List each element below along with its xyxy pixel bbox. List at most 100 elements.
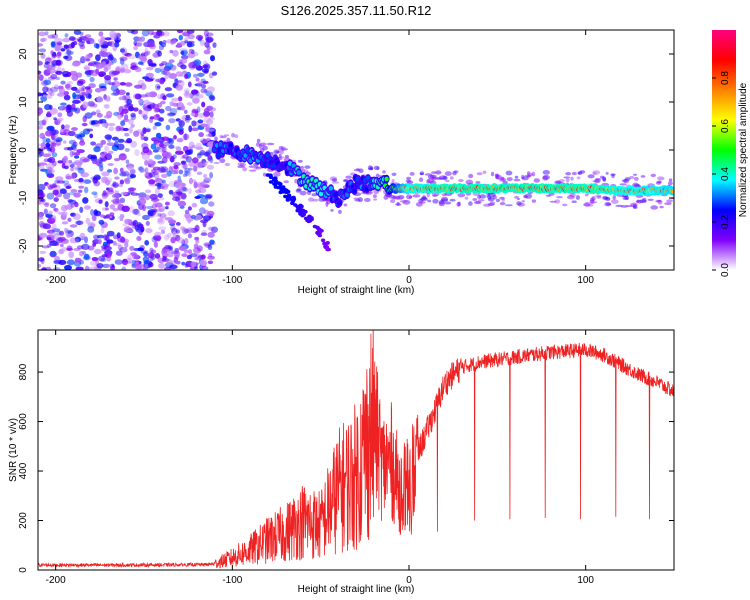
halo-speckle [369, 191, 373, 195]
noise-speckle [60, 102, 67, 106]
branch-mark [272, 176, 278, 180]
halo-speckle [650, 205, 659, 210]
noise-speckle [84, 205, 91, 210]
noise-speckle [161, 156, 168, 164]
noise-speckle [190, 253, 198, 258]
branch-mark [296, 205, 301, 209]
noise-speckle [183, 88, 190, 94]
noise-speckle [170, 236, 176, 244]
noise-speckle [133, 93, 141, 100]
noise-speckle [195, 34, 204, 41]
noise-speckle [68, 192, 76, 196]
noise-speckle [186, 102, 193, 106]
noise-speckle [140, 56, 148, 63]
noise-speckle [109, 212, 115, 217]
halo-speckle [432, 176, 439, 180]
snr-series-line [38, 330, 674, 569]
noise-speckle [169, 49, 174, 54]
noise-speckle [206, 32, 214, 37]
noise-speckle [183, 238, 189, 245]
ridge-core [318, 191, 324, 197]
noise-speckle [141, 113, 147, 118]
noise-speckle [148, 261, 154, 268]
noise-speckle [46, 237, 52, 241]
y-tick-label: 200 [18, 512, 29, 529]
noise-speckle [40, 198, 46, 203]
halo-speckle [633, 176, 639, 181]
noise-speckle [96, 263, 104, 269]
noise-speckle [142, 103, 147, 111]
noise-speckle [191, 127, 199, 132]
halo-speckle [545, 194, 552, 197]
halo-speckle [549, 200, 557, 203]
noise-speckle [72, 72, 77, 77]
noise-speckle [115, 125, 121, 132]
noise-speckle [116, 232, 121, 239]
halo-speckle [499, 196, 505, 200]
noise-speckle [81, 122, 88, 127]
noise-speckle [74, 238, 79, 244]
heatmap-x-ticks: -200 -100 0 100 [46, 30, 594, 286]
halo-speckle [601, 176, 607, 182]
noise-speckle [47, 62, 53, 68]
noise-speckle [83, 37, 90, 42]
noise-speckle [82, 197, 89, 204]
noise-speckle [56, 180, 66, 184]
noise-speckle [122, 50, 128, 56]
noise-speckle [39, 132, 46, 139]
halo-speckle [605, 196, 611, 201]
noise-speckle [145, 220, 150, 226]
noise-speckle [51, 33, 59, 39]
halo-speckle [248, 165, 256, 168]
noise-speckle [202, 64, 209, 69]
halo-speckle [331, 178, 338, 183]
noise-speckle [87, 62, 94, 67]
noise-speckle [94, 248, 102, 255]
noise-speckle [209, 239, 215, 245]
noise-speckle [63, 165, 69, 170]
noise-speckle [65, 186, 71, 189]
noise-speckle [70, 189, 78, 193]
noise-speckle [84, 186, 89, 194]
noise-speckle [211, 226, 218, 233]
noise-speckle [145, 194, 150, 201]
noise-speckle [51, 142, 57, 148]
noise-speckle [166, 112, 176, 117]
noise-speckle [162, 31, 170, 37]
noise-speckle [81, 243, 90, 250]
noise-speckle [144, 167, 149, 174]
branch-mark [325, 241, 330, 245]
noise-speckle [60, 80, 66, 85]
noise-speckle [204, 41, 210, 48]
noise-speckle [124, 132, 130, 137]
noise-speckle [206, 164, 214, 170]
halo-speckle [456, 202, 461, 207]
noise-speckle [134, 66, 142, 73]
noise-speckle [140, 56, 147, 62]
noise-speckle [114, 37, 122, 43]
noise-speckle [128, 205, 135, 213]
halo-speckle [342, 179, 349, 183]
noise-speckle [45, 130, 53, 137]
noise-speckle [97, 71, 107, 77]
noise-speckle [167, 245, 173, 250]
noise-speckle [139, 94, 148, 98]
branch-mark [306, 215, 311, 220]
noise-speckle [180, 50, 185, 56]
noise-speckle [43, 79, 52, 86]
noise-speckle [113, 77, 118, 81]
halo-speckle [636, 199, 640, 203]
noise-speckle [50, 133, 56, 141]
x-tick-label: -100 [222, 275, 242, 286]
halo-speckle [468, 201, 473, 206]
halo-speckle [579, 170, 586, 174]
colorbar-tick-label: 0.6 [720, 119, 731, 133]
ridge-core [333, 192, 339, 198]
noise-speckle [48, 231, 57, 238]
noise-speckle [111, 136, 119, 141]
branch-mark [290, 199, 295, 204]
noise-speckle [187, 34, 195, 40]
noise-speckle [137, 247, 144, 252]
heatmap-y-ticks: -20 -10 0 10 20 [18, 48, 674, 253]
halo-speckle [668, 178, 673, 182]
